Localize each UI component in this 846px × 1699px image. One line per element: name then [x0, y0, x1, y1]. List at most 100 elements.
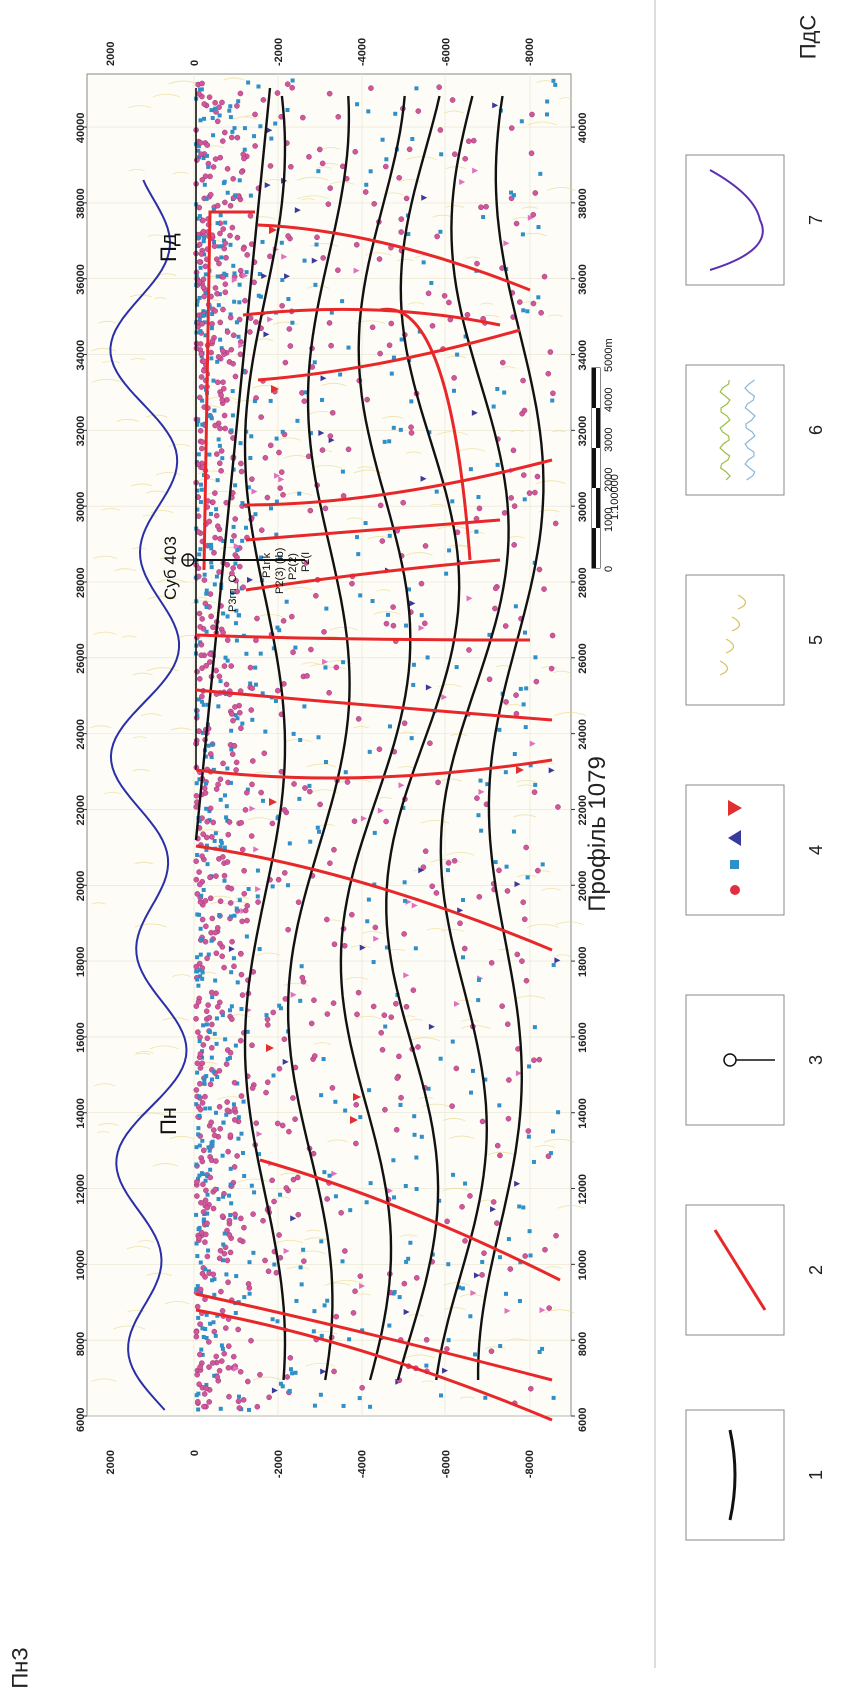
point-circle — [449, 1103, 455, 1109]
point-circle — [196, 279, 203, 285]
point-circle — [245, 1378, 251, 1385]
point-square — [302, 258, 307, 263]
point-circle — [209, 1360, 216, 1366]
point-circle — [212, 422, 218, 429]
point-square — [194, 1212, 199, 1217]
point-circle — [281, 1036, 288, 1043]
point-square — [476, 998, 481, 1003]
point-square — [468, 467, 473, 472]
point-circle — [227, 232, 233, 239]
point-square — [202, 473, 207, 478]
point-square — [521, 1205, 526, 1210]
point-circle — [418, 580, 425, 587]
point-square — [463, 1181, 468, 1186]
point-square — [293, 1370, 298, 1375]
point-square — [222, 1231, 227, 1236]
velocity-arc — [256, 952, 281, 956]
point-circle — [208, 989, 215, 996]
point-circle — [196, 241, 203, 248]
point-circle — [335, 267, 341, 273]
point-square — [257, 1152, 262, 1157]
point-triangle — [373, 935, 380, 942]
point-square — [506, 1237, 511, 1242]
point-square — [414, 1187, 419, 1192]
point-square — [225, 190, 230, 195]
point-square — [197, 777, 202, 782]
point-circle — [215, 354, 222, 360]
point-circle — [324, 916, 330, 923]
point-square — [194, 1162, 199, 1167]
point-square — [503, 770, 508, 775]
point-square — [321, 1057, 326, 1062]
point-square — [228, 104, 233, 109]
point-square — [201, 156, 206, 161]
point-square — [199, 1291, 204, 1296]
x-tick-label-right: 12000 — [577, 1174, 589, 1205]
point-circle — [228, 134, 235, 141]
point-circle — [209, 1021, 215, 1028]
velocity-arc — [345, 976, 369, 981]
velocity-arc — [443, 1282, 470, 1286]
point-triangle — [425, 684, 432, 691]
point-triangle — [233, 1365, 240, 1372]
point-circle — [427, 740, 433, 746]
velocity-arc — [547, 314, 563, 317]
point-square — [343, 770, 348, 775]
point-circle — [216, 1367, 223, 1374]
point-circle — [218, 1288, 224, 1295]
point-circle — [258, 414, 264, 420]
velocity-arc — [132, 672, 153, 676]
point-circle — [237, 90, 244, 97]
legend-arc-icon — [737, 594, 747, 610]
point-circle — [270, 1009, 277, 1016]
velocity-arc — [301, 662, 320, 665]
point-square — [200, 1049, 205, 1054]
velocity-arc — [364, 252, 392, 256]
velocity-arc — [306, 1229, 321, 1232]
point-circle — [197, 139, 204, 146]
velocity-arc — [516, 874, 537, 878]
point-circle — [202, 938, 209, 945]
point-square — [200, 976, 205, 981]
point-circle — [311, 997, 317, 1004]
point-circle — [198, 251, 205, 257]
point-square — [341, 1403, 346, 1408]
point-circle — [214, 451, 220, 457]
velocity-arc — [170, 727, 192, 731]
point-circle — [331, 846, 337, 853]
velocity-arc — [400, 1234, 418, 1237]
point-circle — [225, 831, 232, 838]
point-circle — [210, 1127, 217, 1133]
point-circle — [536, 566, 543, 573]
point-circle — [233, 767, 239, 773]
point-square — [414, 1155, 419, 1160]
point-square — [225, 1057, 230, 1062]
point-square — [454, 665, 459, 670]
point-square — [235, 548, 240, 553]
point-triangle — [539, 1307, 546, 1314]
point-square — [455, 352, 460, 357]
point-square — [402, 880, 407, 885]
point-square — [258, 124, 263, 129]
velocity-arc — [162, 1017, 189, 1021]
point-square — [198, 118, 203, 123]
point-triangle-red — [269, 226, 277, 234]
point-square — [485, 782, 490, 787]
point-square — [371, 960, 376, 965]
point-circle — [437, 127, 444, 133]
point-square — [302, 704, 307, 709]
point-circle — [215, 523, 221, 529]
velocity-arc — [378, 796, 392, 800]
point-circle — [410, 987, 417, 993]
point-triangle — [264, 182, 271, 189]
velocity-arc — [149, 1045, 179, 1050]
point-square — [533, 782, 538, 787]
point-square — [210, 1143, 215, 1148]
point-circle — [220, 348, 226, 354]
point-square — [202, 116, 207, 121]
point-circle — [344, 779, 351, 785]
point-circle — [401, 1280, 408, 1287]
point-circle — [281, 870, 288, 876]
point-circle — [229, 711, 235, 717]
